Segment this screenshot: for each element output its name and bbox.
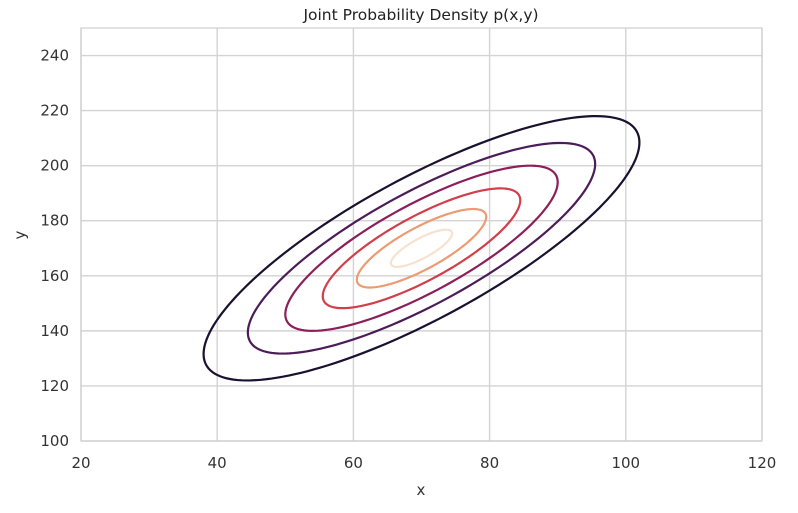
x-axis-ticks: 20 40 60 80 100 120: [71, 454, 776, 472]
y-tick-label: 140: [40, 322, 69, 340]
x-tick-label: 100: [611, 454, 640, 472]
y-axis-ticks: 100 120 140 160 180 200 220 240: [40, 47, 69, 450]
x-tick-label: 120: [748, 454, 777, 472]
grid: [80, 28, 763, 442]
y-tick-label: 100: [40, 432, 69, 450]
x-tick-label: 40: [208, 454, 227, 472]
contour-line-6: [389, 228, 454, 268]
contour-line-4: [321, 187, 522, 310]
contour-line-5: [355, 207, 488, 289]
y-axis-title: y: [11, 230, 29, 239]
contour-line-2: [246, 141, 597, 355]
chart-title: Joint Probability Density p(x,y): [302, 6, 538, 24]
x-tick-label: 20: [71, 454, 90, 472]
contour-set: [202, 115, 641, 382]
y-tick-label: 160: [40, 267, 69, 285]
y-tick-label: 120: [40, 377, 69, 395]
y-tick-label: 180: [40, 212, 69, 230]
x-tick-label: 80: [480, 454, 499, 472]
plot-frame: [80, 27, 763, 442]
contour-line-3: [284, 164, 559, 332]
y-tick-label: 240: [40, 47, 69, 65]
x-axis-title: x: [417, 481, 426, 499]
contour-line-1: [202, 115, 641, 382]
y-tick-label: 220: [40, 102, 69, 120]
y-tick-label: 200: [40, 157, 69, 175]
x-tick-label: 60: [344, 454, 363, 472]
